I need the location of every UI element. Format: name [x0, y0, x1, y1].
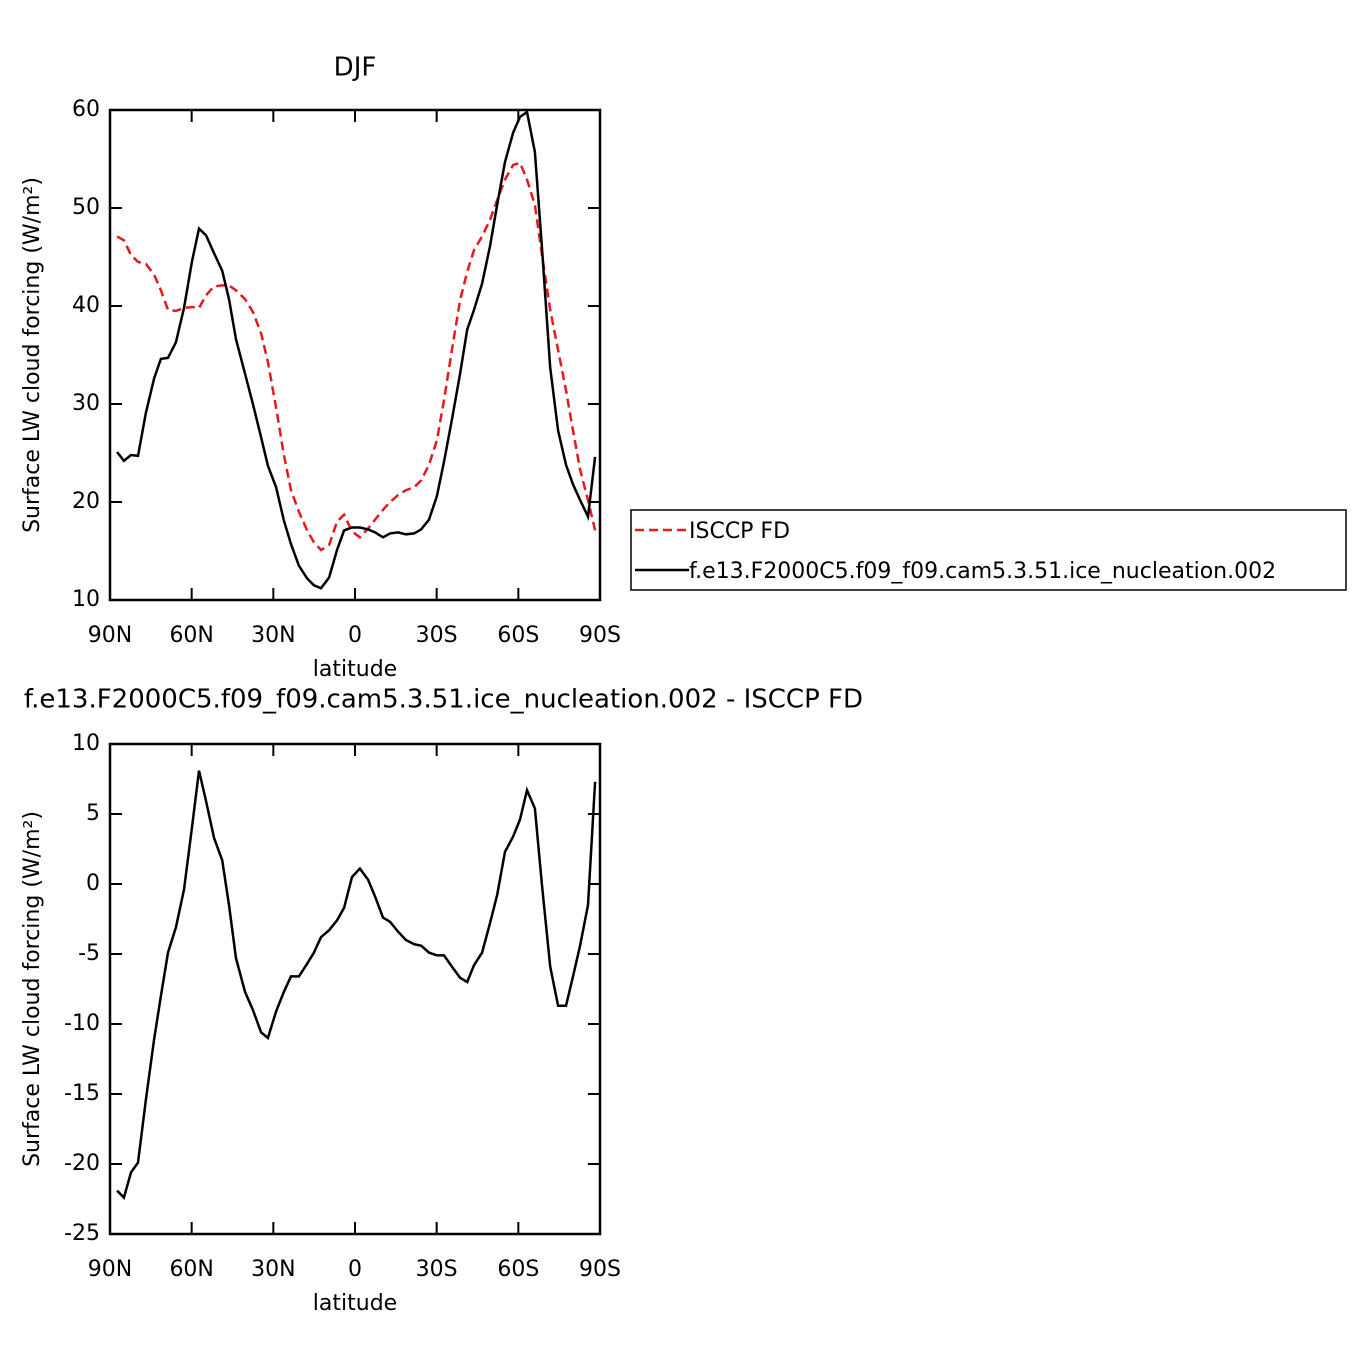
y-tick-label: -10	[64, 1011, 100, 1036]
legend-label: ISCCP FD	[689, 519, 790, 544]
x-tick-label: 30N	[251, 1257, 295, 1282]
data-line	[116, 109, 597, 590]
y-tick-label: 10	[72, 731, 100, 756]
x-tick-label: 90S	[579, 623, 621, 648]
y-tick-label: -5	[78, 941, 100, 966]
y-tick-label: -25	[64, 1221, 100, 1246]
x-tick-label: 60S	[497, 1257, 539, 1282]
x-tick-label: 0	[348, 1257, 362, 1282]
legend-label: f.e13.F2000C5.f09_f09.cam5.3.51.ice_nucl…	[689, 559, 1276, 584]
x-axis-label: latitude	[313, 1291, 397, 1316]
x-tick-label: 30N	[251, 623, 295, 648]
x-tick-label: 0	[348, 623, 362, 648]
y-tick-label: 0	[86, 871, 100, 896]
x-tick-label: 60N	[169, 1257, 213, 1282]
x-tick-label: 60S	[497, 623, 539, 648]
y-tick-label: 5	[86, 801, 100, 826]
chart-title: DJF	[334, 53, 377, 83]
y-tick-label: 60	[72, 97, 100, 122]
x-tick-label: 90S	[579, 1257, 621, 1282]
y-tick-label: -15	[64, 1081, 100, 1106]
chart-title: f.e13.F2000C5.f09_f09.cam5.3.51.ice_nucl…	[24, 685, 863, 715]
x-tick-label: 90N	[88, 623, 132, 648]
x-axis-label: latitude	[313, 657, 397, 682]
x-tick-label: 60N	[169, 623, 213, 648]
legend-box	[630, 509, 1347, 591]
data-line	[116, 161, 597, 552]
x-tick-label: 30S	[416, 1257, 458, 1282]
y-tick-label: 20	[72, 489, 100, 514]
y-tick-label: 50	[72, 195, 100, 220]
x-tick-label: 30S	[416, 623, 458, 648]
y-tick-label: 30	[72, 391, 100, 416]
x-tick-label: 90N	[88, 1257, 132, 1282]
y-tick-label: 40	[72, 293, 100, 318]
y-tick-label: 10	[72, 587, 100, 612]
y-axis-label: Surface LW cloud forcing (W/m²)	[20, 177, 45, 533]
y-axis-label: Surface LW cloud forcing (W/m²)	[20, 811, 45, 1167]
plot-frame	[108, 742, 602, 1236]
data-line	[116, 770, 597, 1201]
y-tick-label: -20	[64, 1151, 100, 1176]
plot-frame	[108, 108, 602, 602]
